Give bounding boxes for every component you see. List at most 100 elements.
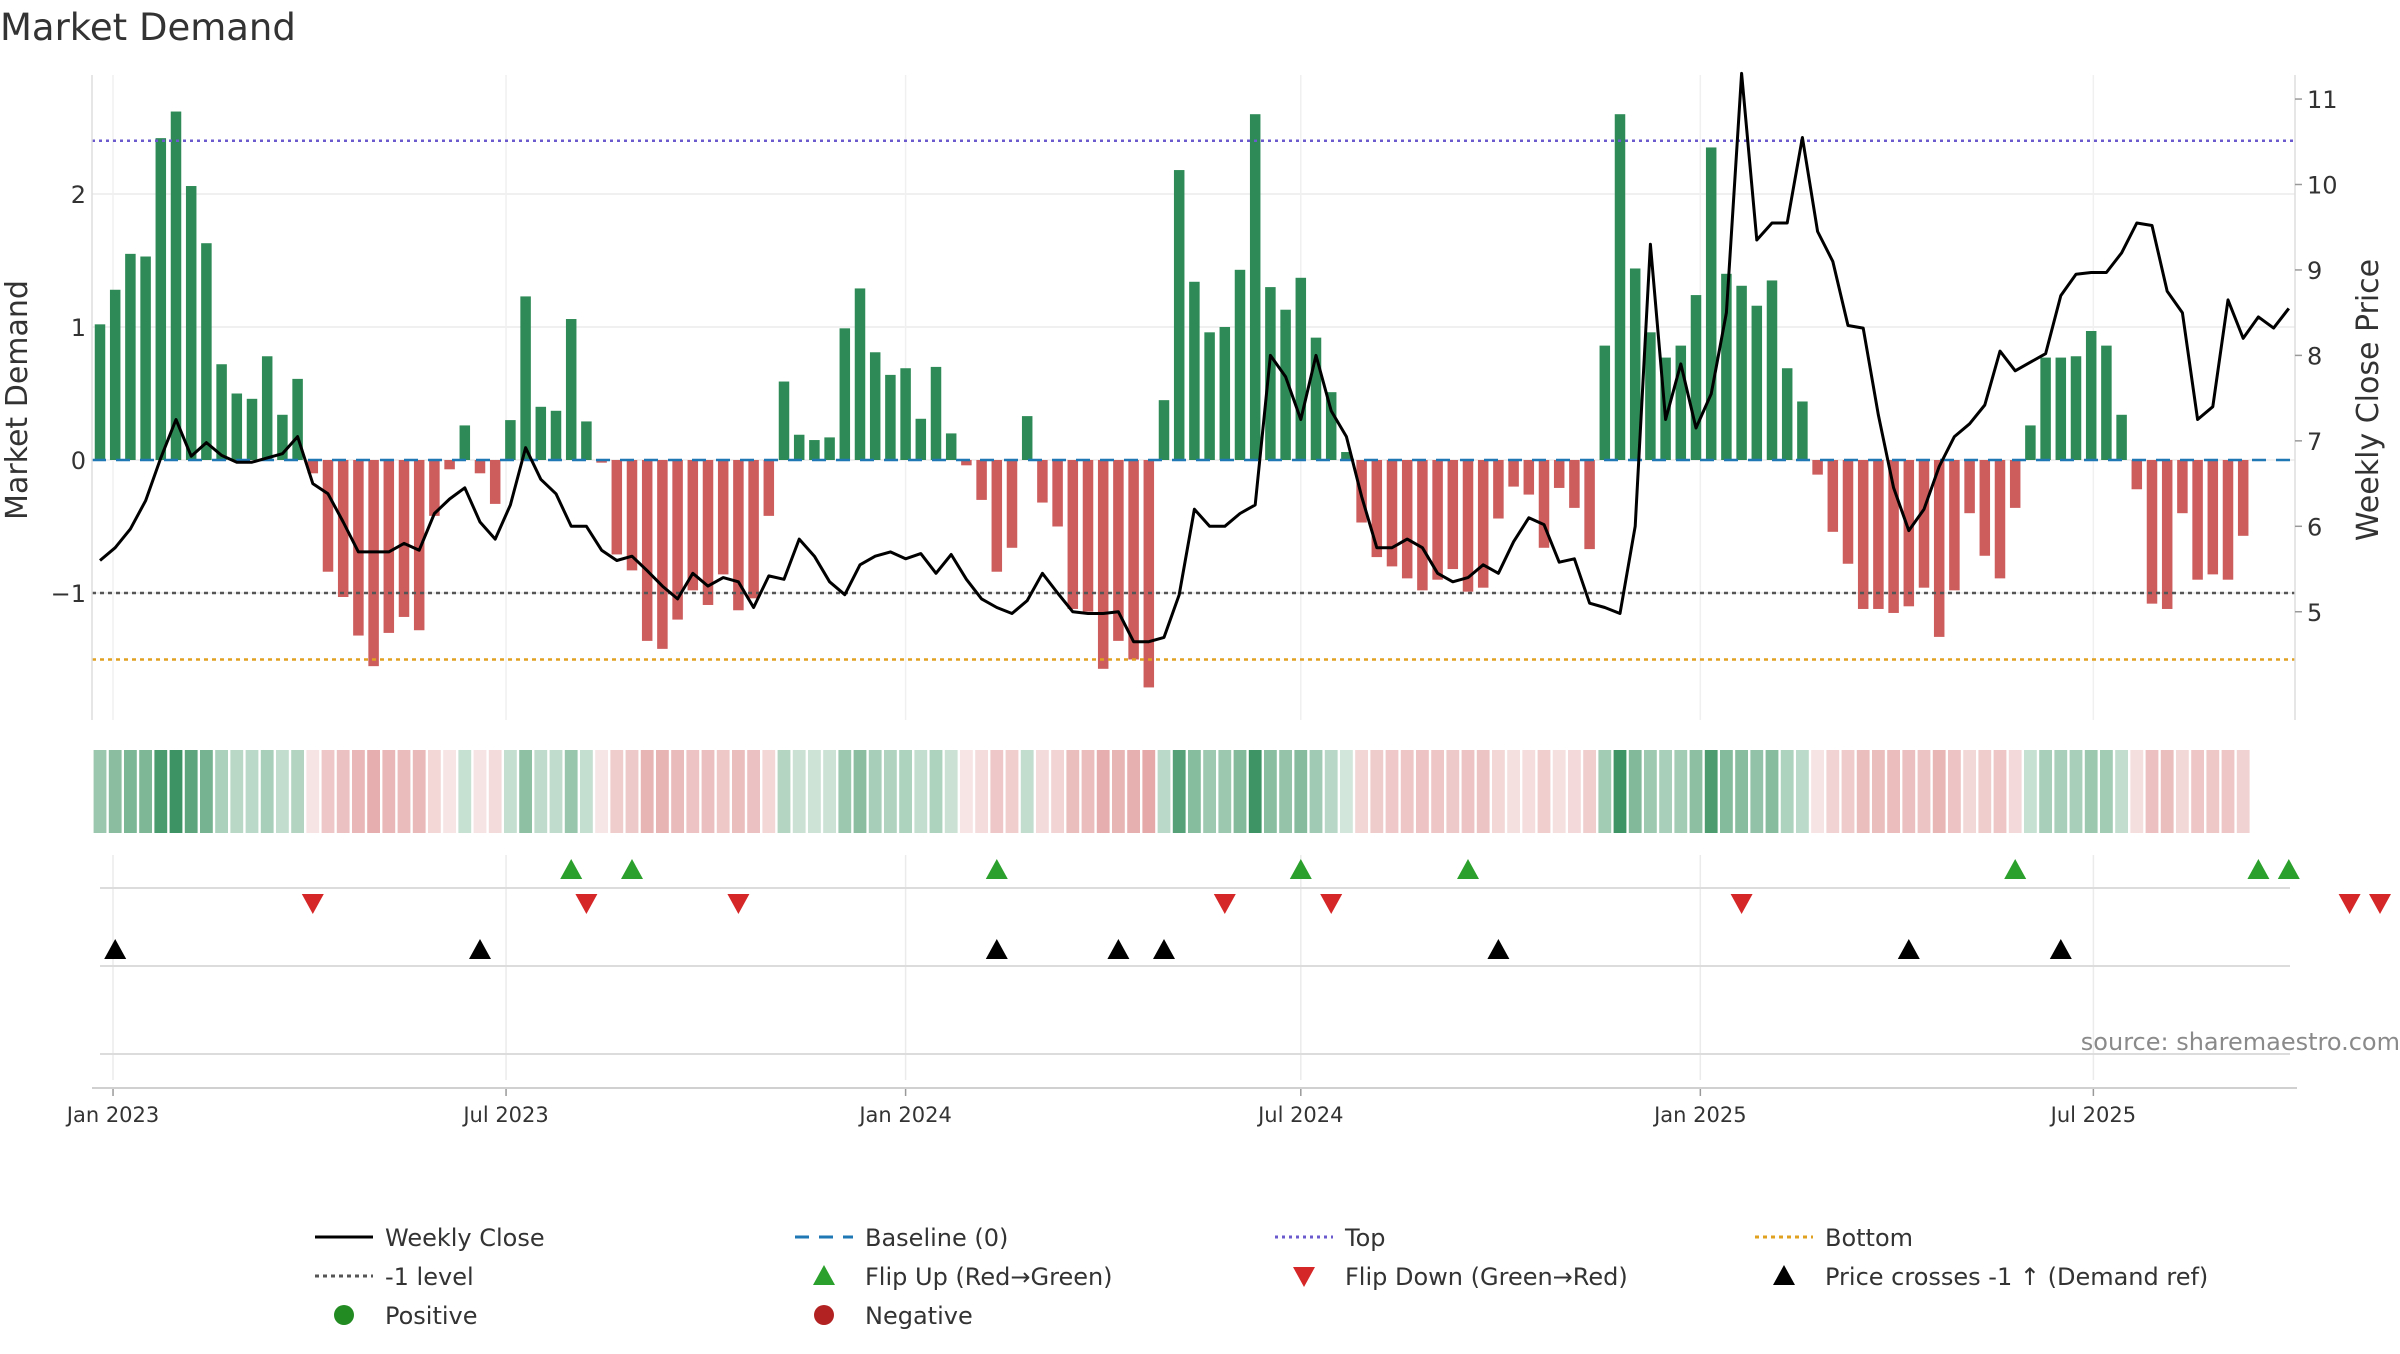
- heat-cell: [1340, 750, 1353, 833]
- heat-cell: [124, 750, 137, 833]
- heat-cell: [2176, 750, 2189, 833]
- legend-triangle-up-icon: [1773, 1265, 1795, 1285]
- y-axis-left-label: Market Demand: [0, 280, 35, 520]
- heat-cell: [1188, 750, 1201, 833]
- heat-cell: [1674, 750, 1688, 833]
- demand-bar-negative: [2222, 460, 2234, 580]
- demand-bar-positive: [1766, 280, 1778, 460]
- demand-bar-negative: [961, 460, 972, 466]
- flip-down-marker: [575, 894, 598, 914]
- legend-label: Bottom: [1825, 1224, 1913, 1252]
- heat-cell: [2039, 750, 2052, 833]
- demand-bar-negative: [687, 460, 699, 591]
- heat-cell: [549, 750, 563, 833]
- demand-bar-negative: [1067, 460, 1079, 609]
- demand-bar-negative: [383, 460, 395, 633]
- heat-cell: [200, 750, 213, 833]
- heat-cell: [412, 750, 426, 833]
- heat-cell: [1112, 750, 1125, 833]
- legend-item: Negative: [814, 1302, 973, 1330]
- x-tick-label: Jan 2023: [65, 1103, 160, 1127]
- demand-bar-positive: [2116, 414, 2127, 460]
- demand-bar-negative: [1812, 460, 1823, 475]
- heat-cell: [1416, 750, 1429, 833]
- heat-cell: [276, 750, 289, 833]
- demand-bar-negative: [1873, 460, 1884, 609]
- demand-bar-negative: [1538, 460, 1550, 548]
- demand-bar-negative: [2161, 460, 2173, 609]
- demand-bar-positive: [535, 406, 547, 460]
- heat-cell: [1264, 750, 1277, 833]
- heat-cell: [2206, 750, 2220, 833]
- heat-cell: [458, 750, 472, 833]
- heat-cell: [321, 750, 335, 833]
- heat-cell: [291, 750, 304, 833]
- heat-cell: [382, 750, 396, 833]
- y-tick-label-left: 1: [71, 314, 86, 342]
- heat-cell: [1659, 750, 1672, 833]
- heat-cell: [2069, 750, 2083, 833]
- legend-circle-icon: [334, 1305, 354, 1325]
- heat-cell: [1036, 750, 1049, 833]
- y-axis-right-label: Weekly Close Price: [2351, 259, 2386, 541]
- demand-bar-positive: [1219, 327, 1231, 460]
- demand-bar-positive: [778, 381, 790, 460]
- heat-cell: [2008, 750, 2022, 833]
- demand-bar-negative: [1827, 460, 1839, 532]
- heat-cell: [1552, 750, 1566, 833]
- demand-bar-positive: [2025, 425, 2036, 460]
- y-tick-label-left: 2: [71, 181, 86, 209]
- heat-cell: [1127, 750, 1140, 833]
- heat-cell: [1370, 750, 1384, 833]
- demand-bar-positive: [915, 418, 927, 460]
- heat-cell: [260, 750, 274, 833]
- y-tick-label-right: 6: [2307, 513, 2322, 541]
- demand-bar-negative: [1371, 460, 1383, 558]
- demand-bar-positive: [1173, 170, 1185, 460]
- demand-bar-negative: [307, 460, 319, 474]
- heat-cell: [245, 750, 259, 833]
- y-tick-label-left: 0: [71, 447, 86, 475]
- heat-cell: [1355, 750, 1368, 833]
- demand-bar-positive: [459, 425, 471, 460]
- x-tick-label: Jul 2024: [1256, 1103, 1343, 1127]
- demand-bar-negative: [1949, 460, 1960, 591]
- demand-bar-negative: [1918, 460, 1930, 588]
- demand-bar-positive: [2085, 330, 2097, 460]
- flip-down-marker: [2369, 894, 2391, 914]
- legend-label: Flip Up (Red→Green): [865, 1263, 1113, 1291]
- heat-cell: [1917, 750, 1931, 833]
- demand-bar-negative: [398, 460, 410, 617]
- heat-cell: [1507, 750, 1520, 833]
- demand-bar-negative: [1857, 460, 1869, 609]
- legend-circle-icon: [814, 1305, 834, 1325]
- heat-cell: [686, 750, 700, 833]
- heat-cell: [1142, 750, 1156, 833]
- heat-cell: [139, 750, 152, 833]
- demand-bar-negative: [657, 460, 668, 649]
- y-tick-label-left: −1: [51, 580, 86, 608]
- demand-bar-positive: [109, 289, 121, 460]
- x-tick-label: Jul 2023: [461, 1103, 548, 1127]
- demand-bar-negative: [337, 460, 349, 597]
- demand-bar-negative: [2146, 460, 2158, 604]
- heat-cell: [610, 750, 624, 833]
- heat-cell: [1750, 750, 1764, 833]
- legend-item: -1 level: [315, 1263, 474, 1291]
- demand-bar-negative: [1082, 460, 1094, 612]
- event-markers: [92, 859, 2391, 1089]
- demand-bar-positive: [1234, 269, 1246, 460]
- heat-cell: [960, 750, 973, 833]
- heat-cell: [640, 750, 654, 833]
- heat-cell: [716, 750, 730, 833]
- demand-bar-positive: [793, 434, 805, 460]
- demand-bar-negative: [1006, 460, 1018, 548]
- demand-bar-positive: [1614, 114, 1626, 460]
- legend-item: Price crosses -1 ↑ (Demand ref): [1773, 1263, 2208, 1291]
- heat-cell: [1279, 750, 1292, 833]
- demand-bar-negative: [596, 460, 607, 463]
- demand-bar-negative: [429, 460, 440, 516]
- heat-cell: [2130, 750, 2144, 833]
- demand-bar-positive: [1629, 268, 1641, 460]
